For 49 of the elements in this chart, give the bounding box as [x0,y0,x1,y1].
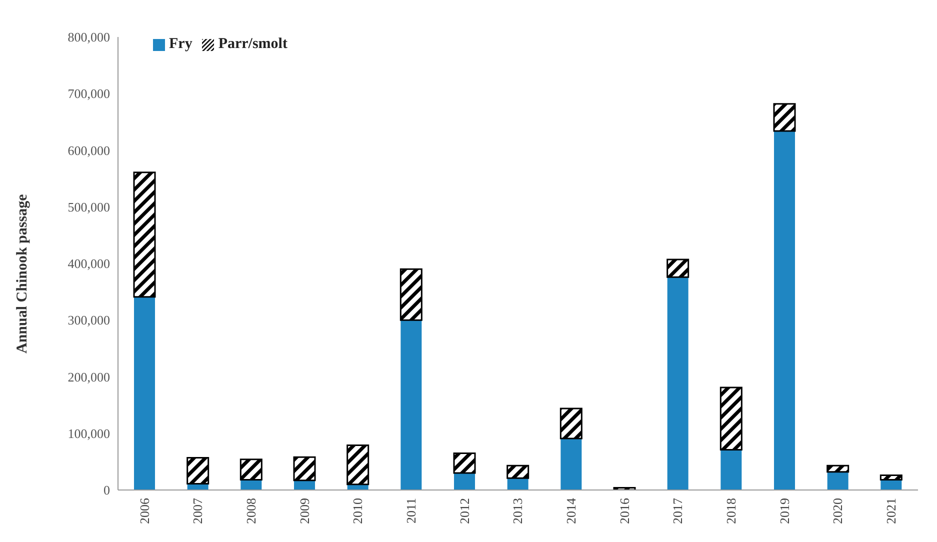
y-tick-label: 700,000 [68,86,110,102]
bar [400,320,422,490]
bar [186,456,210,485]
bar [720,386,742,451]
x-tick-label: 2014 [564,498,579,524]
bar [774,131,795,490]
bar [560,438,582,490]
bar [240,458,262,481]
y-tick-label: 600,000 [68,142,110,158]
x-tick-label: 2010 [350,498,366,524]
bar [400,268,422,321]
bar [560,408,582,440]
bar [454,473,475,490]
bar [880,474,902,481]
y-tick-label: 500,000 [68,199,110,214]
bar [666,258,690,278]
y-tick-label: 100,000 [68,426,110,441]
y-tick-label: 400,000 [68,256,110,272]
legend-label: Fry [169,36,192,52]
y-tick-label: 300,000 [68,312,110,328]
x-tick-label: 2018 [724,498,739,524]
x-tick-label: 2008 [244,498,259,524]
bar [720,450,742,490]
bar [346,444,370,486]
bar [506,464,530,479]
bar [133,172,156,298]
x-tick-label: 2021 [884,498,899,524]
x-tick-label: 2011 [404,498,419,524]
bar [826,464,850,473]
x-tick-label: 2013 [510,498,526,524]
x-tick-label: 2016 [616,498,632,524]
bar [134,296,155,490]
bar [827,472,848,490]
y-tick-label: 0 [104,482,110,498]
bar [453,452,476,474]
bar [667,277,688,490]
x-tick-label: 2019 [776,498,792,524]
y-tick-label: 800,000 [68,30,110,45]
x-tick-label: 2012 [456,498,472,524]
y-tick-label: 200,000 [68,369,110,384]
x-tick-label: 2007 [190,498,206,524]
x-tick-label: 2006 [136,498,152,524]
legend-label: Parr/smolt [218,36,288,52]
x-tick-label: 2020 [830,498,846,524]
bar [773,103,796,132]
x-tick-label: 2017 [670,498,686,524]
y-axis-title: Annual Chinook passage [14,194,30,354]
bar [293,456,316,482]
x-tick-label: 2009 [296,498,312,524]
